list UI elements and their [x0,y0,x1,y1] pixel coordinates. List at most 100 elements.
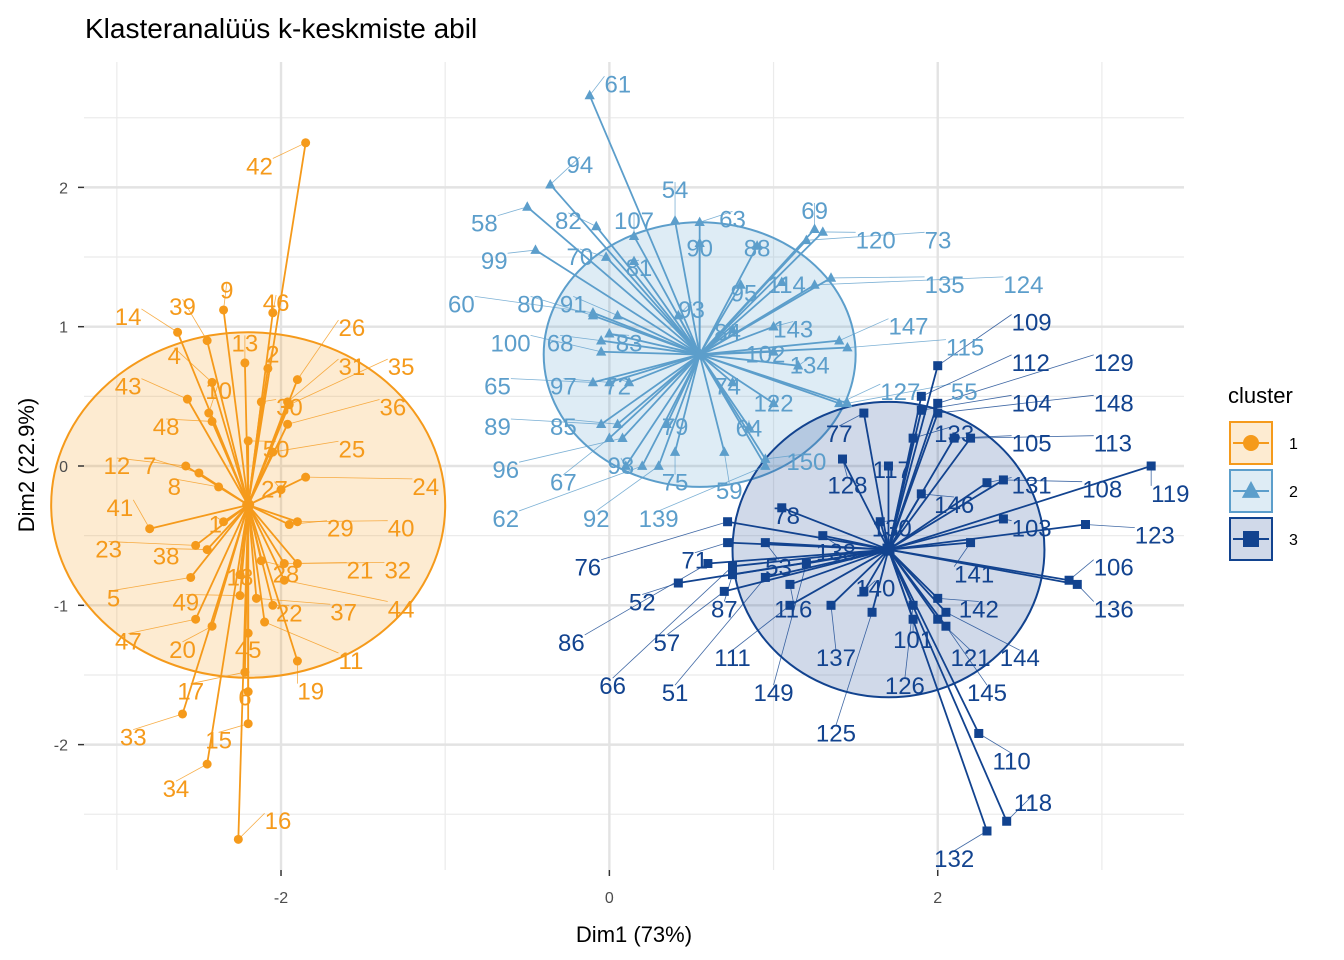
segment-30 [247,401,263,506]
label-connector-12 [116,457,186,467]
point-99 [530,244,541,254]
point-label-30: 30 [276,394,303,421]
point-label-18: 18 [227,564,254,591]
point-129 [933,398,943,408]
label-connector-24 [305,476,413,480]
label-connector-99 [507,249,536,254]
segment-76 [727,520,889,551]
point-label-8: 8 [168,474,181,501]
segment-68 [601,339,700,356]
point-label-23: 23 [95,537,122,564]
segment-128 [841,458,890,550]
point-68 [596,334,607,345]
point-66 [728,561,738,571]
point-26 [292,375,302,385]
point-label-72: 72 [604,374,631,401]
point-141 [966,538,976,548]
point-label-38: 38 [153,544,180,571]
point-label-39: 39 [169,294,196,321]
label-connector-113 [970,435,1094,439]
point-label-98: 98 [608,453,635,480]
label-connector-59 [723,452,730,484]
point-label-12: 12 [103,453,130,480]
segment-119 [888,465,1152,551]
segment-120 [699,231,824,356]
point-5 [186,572,196,582]
point-label-6: 6 [238,684,251,711]
point-33 [178,709,188,719]
legend-key-marker-3 [1243,531,1259,547]
label-connector-17 [190,671,245,685]
point-25 [268,447,278,457]
label-connector-83 [609,333,630,336]
y-tick-label: 2 [59,180,68,197]
point-label-133: 133 [934,421,974,448]
point-label-20: 20 [169,637,196,664]
label-connector-14 [141,308,178,333]
x-axis-label: Dim1 (73%) [576,922,692,947]
point-100 [596,346,607,356]
label-connector-66 [612,566,733,679]
label-connector-51 [674,577,766,686]
point-label-103: 103 [1012,516,1052,543]
point-label-123: 123 [1135,523,1175,550]
point-57 [719,586,729,596]
point-label-7: 7 [143,453,156,480]
point-128 [838,454,848,464]
point-label-48: 48 [153,414,180,441]
point-label-40: 40 [388,516,415,543]
point-39 [202,336,212,346]
label-connector-68 [560,335,602,342]
point-98 [620,460,631,470]
point-48 [207,416,217,426]
point-label-69: 69 [801,198,828,225]
point-79 [661,418,672,429]
segment-92 [657,354,701,467]
point-133 [908,433,918,443]
segment-138 [822,534,889,551]
point-label-76: 76 [574,555,601,582]
point-10 [204,408,214,418]
point-label-108: 108 [1082,477,1122,504]
label-connector-144 [945,611,1021,651]
label-connector-108 [1003,479,1083,483]
point-136 [1072,579,1082,589]
segment-88 [698,245,758,355]
label-connector-109 [937,314,1012,367]
point-127 [834,397,845,408]
point-label-112: 112 [1012,350,1050,377]
segment-54 [674,220,701,355]
point-label-125: 125 [816,720,856,747]
point-label-116: 116 [774,596,812,623]
y-tick-label: 1 [59,320,68,337]
point-67 [604,432,615,442]
label-connector-25 [272,440,339,453]
segment-103 [888,518,1004,551]
point-115 [842,341,853,352]
point-9 [219,305,229,315]
segment-19 [247,504,299,662]
legend-title: cluster [1228,383,1293,408]
label-connector-11 [264,621,339,654]
segment-83 [609,332,700,356]
point-105 [949,433,959,443]
segment-147 [699,339,840,356]
point-label-62: 62 [492,506,519,533]
point-14 [173,327,183,337]
point-label-28: 28 [273,562,300,589]
point-50 [243,436,253,446]
label-connector-80 [530,296,594,316]
point-label-67: 67 [550,470,577,497]
point-label-107: 107 [614,208,654,235]
centroid-2 [692,347,707,360]
segment-80 [592,314,700,356]
point-label-127: 127 [880,379,920,406]
point-label-44: 44 [388,596,415,623]
label-connector-85 [563,418,618,425]
point-13 [240,358,250,368]
point-17 [240,667,250,677]
label-connector-100 [530,335,602,353]
point-label-24: 24 [412,474,439,501]
label-connector-63 [699,211,733,223]
point-label-55: 55 [951,379,978,406]
